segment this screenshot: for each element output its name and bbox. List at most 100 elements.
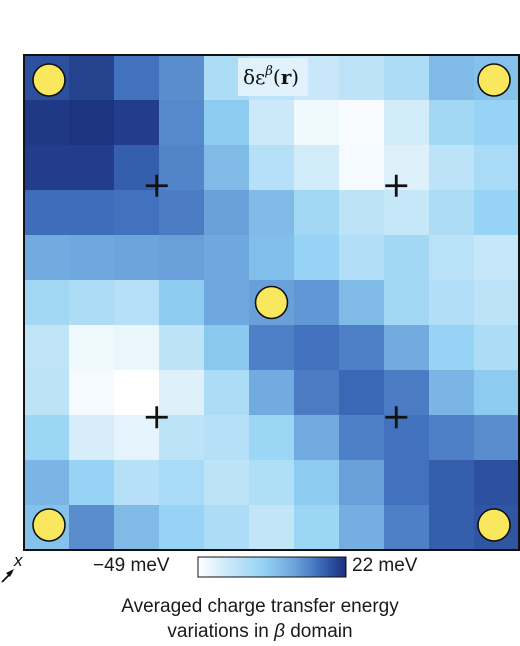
heatmap-cell: [294, 145, 340, 191]
heatmap-cell: [474, 235, 520, 281]
heatmap-cell: [204, 235, 250, 281]
heatmap-cell: [384, 235, 430, 281]
heatmap-cell: [339, 460, 385, 506]
heatmap-cell: [384, 460, 430, 506]
site-cross-marker: [145, 174, 168, 197]
heatmap-cell: [384, 505, 430, 551]
heatmap-cell: [339, 505, 385, 551]
caption-line-2-prefix: variations in: [167, 621, 275, 642]
site-circle-marker: [477, 63, 511, 97]
heatmap-cell: [204, 460, 250, 506]
heatmap-cell: [429, 190, 475, 236]
heatmap-cell: [69, 460, 115, 506]
x-axis-indicator: x: [1, 551, 23, 583]
heatmap-cell: [474, 190, 520, 236]
heatmap-cell: [114, 505, 160, 551]
heatmap-cell: [114, 280, 160, 326]
heatmap-cell: [159, 505, 205, 551]
heatmap-cell: [249, 460, 295, 506]
heatmap-cell: [159, 325, 205, 371]
heatmap-cell: [339, 325, 385, 371]
heatmap-cell: [69, 415, 115, 461]
heatmap-cell: [429, 100, 475, 146]
colorbar-min-label: −49 meV: [93, 555, 170, 576]
site-cross-marker: [385, 174, 408, 197]
caption-line-1: Averaged charge transfer energy: [121, 596, 399, 617]
heatmap-cell: [384, 55, 430, 101]
caption-beta-symbol: β: [274, 621, 285, 642]
heatmap-cell: [339, 145, 385, 191]
heatmap-cell: [339, 190, 385, 236]
site-circle-marker: [32, 508, 66, 542]
heatmap-cell: [114, 460, 160, 506]
heatmap-cell: [159, 370, 205, 416]
heatmap-cell: [474, 415, 520, 461]
heatmap-cell: [204, 505, 250, 551]
heatmap-cell: [69, 325, 115, 371]
heatmap-cell: [294, 100, 340, 146]
heatmap-cell: [474, 325, 520, 371]
caption-line-2-suffix: domain: [284, 621, 353, 642]
heatmap-markers: [32, 63, 511, 542]
heatmap-cell: [204, 280, 250, 326]
heatmap-cell: [294, 370, 340, 416]
heatmap-cell: [429, 55, 475, 101]
heatmap-cell: [159, 280, 205, 326]
caption-line-2: variations in β domain: [0, 620, 520, 644]
heatmap-cell: [114, 235, 160, 281]
heatmap-cell: [474, 145, 520, 191]
heatmap-cell: [114, 100, 160, 146]
heatmap-cell: [159, 190, 205, 236]
site-circle-marker: [254, 285, 289, 320]
heatmap-cell: [249, 415, 295, 461]
heatmap-cell: [339, 280, 385, 326]
heatmap-cell: [69, 280, 115, 326]
heatmap-cell: [249, 100, 295, 146]
site-cross-marker: [145, 406, 168, 429]
heatmap-cell: [384, 280, 430, 326]
heatmap-cell: [429, 370, 475, 416]
heatmap-cell: [24, 460, 70, 506]
heatmap-cell: [384, 325, 430, 371]
heatmap-cell: [159, 55, 205, 101]
heatmap-cell: [249, 325, 295, 371]
heatmap-cell: [429, 280, 475, 326]
heatmap-cell: [24, 370, 70, 416]
heatmap-cell: [294, 505, 340, 551]
colorbar: [197, 556, 347, 578]
heatmap-cell: [249, 235, 295, 281]
heatmap-cell: [384, 370, 430, 416]
heatmap-cell: [474, 370, 520, 416]
heatmap-frame: [23, 54, 520, 551]
heatmap-cell: [24, 325, 70, 371]
heatmap-cells: [24, 55, 520, 551]
heatmap-cell: [294, 235, 340, 281]
heatmap-cell: [429, 325, 475, 371]
heatmap-cell: [294, 460, 340, 506]
chart-title: δεβ(r): [243, 64, 299, 89]
heatmap-cell: [249, 145, 295, 191]
site-circle-marker: [477, 508, 511, 542]
heatmap-cell: [114, 145, 160, 191]
heatmap-cell: [249, 370, 295, 416]
heatmap-cell: [69, 100, 115, 146]
heatmap-cell: [474, 460, 520, 506]
heatmap-cell: [339, 55, 385, 101]
heatmap-cell: [159, 100, 205, 146]
heatmap-cell: [429, 415, 475, 461]
heatmap-cell: [204, 415, 250, 461]
site-circle-marker: [32, 63, 66, 97]
x-axis-arrowhead: [6, 569, 14, 577]
heatmap-cell: [114, 370, 160, 416]
heatmap-cell: [249, 190, 295, 236]
heatmap-cell: [24, 190, 70, 236]
colorbar-max-label: 22 meV: [352, 555, 418, 576]
heatmap-cell: [429, 235, 475, 281]
heatmap-cell: [384, 190, 430, 236]
heatmap-cell: [159, 145, 205, 191]
heatmap-cell: [24, 280, 70, 326]
heatmap-cell: [204, 370, 250, 416]
heatmap-cell: [339, 370, 385, 416]
heatmap-cell: [69, 505, 115, 551]
heatmap-cell: [384, 145, 430, 191]
